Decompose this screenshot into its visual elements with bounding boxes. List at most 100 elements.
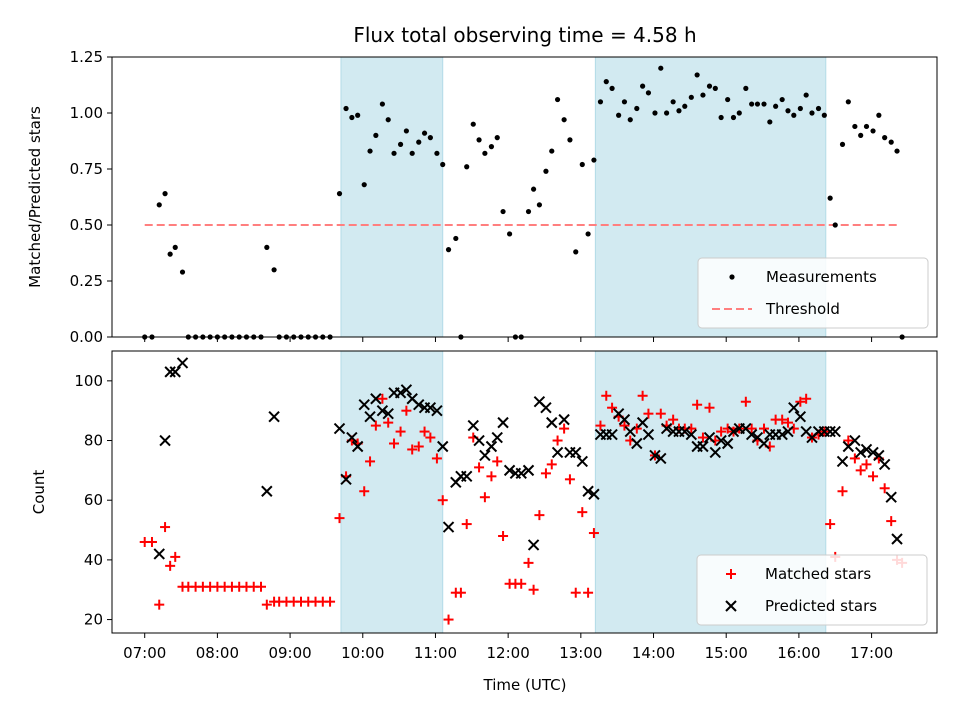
matched-star-point	[577, 507, 588, 518]
predicted-star-point	[745, 428, 758, 441]
matched-star-point	[540, 468, 551, 479]
predicted-star-point	[885, 491, 897, 503]
measurement-point	[609, 85, 615, 91]
measurement-point	[403, 128, 409, 134]
matched-star-point	[365, 456, 376, 467]
bottom-x-ticks: 07:00 08:00 09:00 10:00 11:00 12:00 13:00 14:00…	[123, 633, 893, 662]
x-tick-label: 16:00	[777, 644, 820, 662]
measurement-point	[785, 108, 791, 114]
matched-star-point	[474, 462, 485, 473]
measurement-point	[179, 269, 186, 275]
y-tick-label: 100	[74, 372, 103, 390]
matched-star-point	[486, 471, 497, 482]
top-y-axis-label: Matched/Predicted stars	[26, 106, 44, 288]
y-tick-label: 20	[84, 611, 103, 629]
measurement-point	[264, 244, 270, 250]
measurement-point	[271, 267, 277, 273]
matched-star-point	[256, 581, 267, 592]
matched-star-point	[443, 614, 454, 625]
measurement-point	[736, 110, 742, 116]
measurement-point	[385, 117, 391, 123]
matched-star-point	[637, 390, 648, 401]
matched-star-point	[479, 492, 490, 503]
measurement-point	[453, 235, 459, 242]
measurement-points	[142, 65, 905, 340]
measurement-point	[506, 231, 513, 237]
predicted-star-point	[358, 399, 370, 411]
predicted-star-point	[606, 428, 618, 441]
matched-star-point	[165, 560, 176, 571]
shaded-span-1	[340, 56, 444, 338]
matched-star-point	[401, 405, 412, 416]
matched-star-point	[825, 519, 836, 530]
measurement-point	[585, 231, 591, 237]
matched-star-point	[855, 465, 866, 476]
predicted-star-point	[776, 428, 788, 441]
predicted-star-point	[709, 446, 722, 459]
matched-star-point	[407, 444, 418, 455]
measurement-point	[597, 99, 604, 105]
predicted-star-point	[546, 416, 558, 429]
x-tick-label: 11:00	[414, 644, 457, 662]
predicted-star-point	[413, 399, 425, 411]
legend-label: Matched stars	[765, 565, 871, 583]
matched-star-point	[377, 393, 388, 404]
measurement-point	[397, 141, 404, 147]
predicted-star-point	[836, 455, 849, 468]
predicted-star-point	[340, 473, 352, 486]
measurement-point	[688, 94, 694, 100]
matched-star-point	[492, 456, 503, 467]
measurement-point	[603, 79, 609, 85]
matched-star-point	[601, 390, 612, 401]
legend-marker-dot	[729, 274, 735, 280]
measurement-point	[743, 85, 749, 91]
predicted-star-point	[491, 431, 503, 444]
chart-title: Flux total observing time = 4.58 h	[353, 23, 696, 47]
predicted-star-point	[867, 446, 879, 459]
matched-star-point	[583, 587, 594, 598]
matched-star-point	[843, 435, 854, 446]
predicted-star-point	[540, 401, 552, 414]
matched-star-point	[861, 459, 872, 470]
predicted-star-point	[437, 440, 449, 453]
measurement-point	[549, 148, 555, 154]
measurement-point	[730, 114, 737, 121]
predicted-star-point	[794, 410, 807, 423]
predicted-star-point	[854, 446, 867, 459]
measurement-point	[773, 103, 779, 109]
measurement-point	[832, 222, 838, 228]
measurement-point	[616, 112, 622, 118]
predicted-star-point	[176, 357, 189, 369]
matched-star-point	[425, 432, 436, 443]
matched-star-point	[704, 402, 715, 413]
matched-star-point	[716, 426, 727, 437]
measurement-point	[391, 150, 397, 156]
predicted-star-point	[400, 384, 413, 396]
matched-star-point	[795, 396, 806, 407]
y-tick-label: 80	[84, 432, 103, 450]
predicted-star-point	[824, 425, 836, 438]
predicted-star-point	[485, 440, 498, 453]
measurement-point	[573, 249, 579, 255]
measurement-point	[530, 186, 537, 192]
matched-star-point	[746, 423, 757, 434]
measurement-point	[815, 105, 822, 112]
measurement-point	[664, 110, 670, 116]
bottom-legend: Matched stars Predicted stars	[696, 554, 928, 626]
predicted-stars-points	[153, 357, 903, 560]
measurement-point	[440, 161, 446, 168]
matched-star-point	[528, 584, 539, 595]
measurement-point	[803, 92, 809, 98]
measurement-point	[379, 101, 385, 107]
measurement-point	[761, 101, 767, 107]
shaded-span-1	[340, 350, 444, 634]
matched-star-point	[146, 536, 157, 547]
bottom-y-ticks: 20 40 60 80 100	[74, 372, 112, 629]
measurement-point	[694, 72, 700, 78]
measurement-point	[336, 191, 343, 197]
predicted-star-point	[527, 539, 540, 551]
measurement-point	[700, 92, 706, 98]
measurement-point	[172, 244, 178, 250]
measurement-point	[749, 101, 755, 107]
measurement-point	[445, 247, 452, 253]
